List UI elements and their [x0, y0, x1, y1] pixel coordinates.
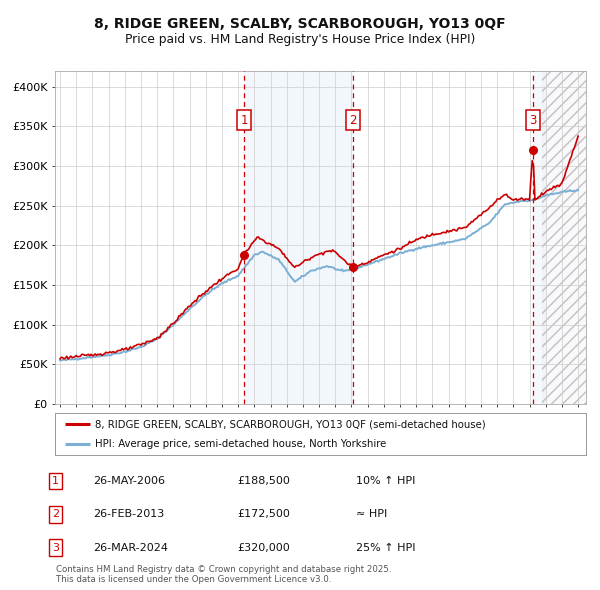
- Text: 1: 1: [241, 113, 248, 126]
- Text: 26-FEB-2013: 26-FEB-2013: [93, 510, 164, 519]
- Text: 25% ↑ HPI: 25% ↑ HPI: [356, 543, 415, 552]
- Text: 3: 3: [52, 543, 59, 552]
- Bar: [542, 71, 586, 404]
- Text: 8, RIDGE GREEN, SCALBY, SCARBOROUGH, YO13 0QF (semi-detached house): 8, RIDGE GREEN, SCALBY, SCARBOROUGH, YO1…: [95, 419, 486, 430]
- Text: 26-MAR-2024: 26-MAR-2024: [93, 543, 168, 552]
- Text: HPI: Average price, semi-detached house, North Yorkshire: HPI: Average price, semi-detached house,…: [95, 439, 386, 449]
- Text: £172,500: £172,500: [237, 510, 290, 519]
- Text: Price paid vs. HM Land Registry's House Price Index (HPI): Price paid vs. HM Land Registry's House …: [125, 33, 475, 46]
- Text: 26-MAY-2006: 26-MAY-2006: [93, 476, 165, 486]
- Text: 2: 2: [349, 113, 356, 126]
- Text: 8, RIDGE GREEN, SCALBY, SCARBOROUGH, YO13 0QF: 8, RIDGE GREEN, SCALBY, SCARBOROUGH, YO1…: [94, 17, 506, 31]
- Text: 1: 1: [52, 476, 59, 486]
- Text: This data is licensed under the Open Government Licence v3.0.: This data is licensed under the Open Gov…: [56, 575, 331, 584]
- Text: £320,000: £320,000: [237, 543, 290, 552]
- Text: 3: 3: [529, 113, 536, 126]
- Text: 10% ↑ HPI: 10% ↑ HPI: [356, 476, 415, 486]
- Text: £188,500: £188,500: [237, 476, 290, 486]
- Text: Contains HM Land Registry data © Crown copyright and database right 2025.: Contains HM Land Registry data © Crown c…: [56, 565, 391, 574]
- Bar: [542, 71, 586, 404]
- Bar: [533, 71, 546, 404]
- Text: 2: 2: [52, 510, 59, 519]
- Bar: [244, 71, 353, 404]
- Text: ≈ HPI: ≈ HPI: [356, 510, 387, 519]
